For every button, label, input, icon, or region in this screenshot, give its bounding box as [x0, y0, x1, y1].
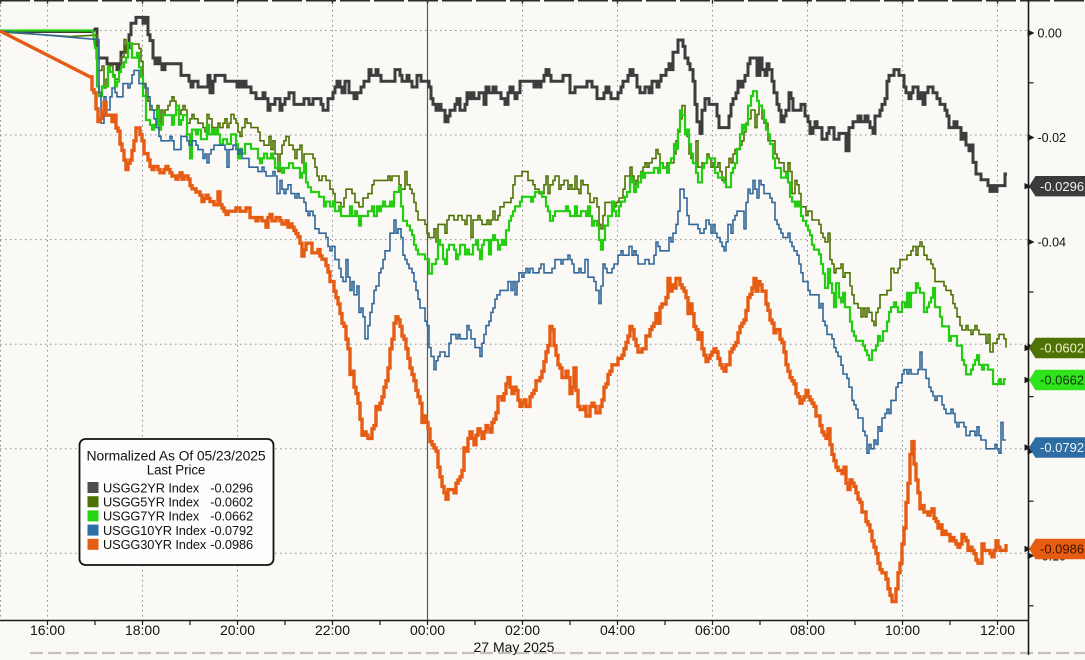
- svg-text:-0.0662: -0.0662: [210, 509, 253, 524]
- svg-text:USGG10YR Index: USGG10YR Index: [103, 523, 207, 538]
- svg-text:Last Price: Last Price: [147, 463, 206, 478]
- svg-text:-0.0986: -0.0986: [1040, 542, 1084, 557]
- svg-text:-0.0986: -0.0986: [210, 537, 253, 552]
- svg-text:-0.0602: -0.0602: [1040, 341, 1084, 356]
- svg-text:-0.0792: -0.0792: [1040, 440, 1084, 455]
- svg-text:10:00: 10:00: [885, 622, 920, 638]
- svg-text:-0.0662: -0.0662: [1040, 373, 1084, 388]
- svg-text:06:00: 06:00: [695, 622, 730, 638]
- svg-text:USGG5YR Index: USGG5YR Index: [103, 495, 200, 510]
- svg-text:16:00: 16:00: [30, 622, 65, 638]
- svg-text:20:00: 20:00: [220, 622, 255, 638]
- svg-text:USGG30YR Index: USGG30YR Index: [103, 537, 207, 552]
- svg-text:-0.0296: -0.0296: [210, 480, 253, 495]
- svg-text:-0.02: -0.02: [1038, 131, 1067, 145]
- svg-text:USGG2YR Index: USGG2YR Index: [103, 480, 200, 495]
- svg-text:-0.0296: -0.0296: [1040, 179, 1084, 194]
- svg-text:Normalized As Of 05/23/2025: Normalized As Of 05/23/2025: [87, 449, 266, 464]
- svg-text:USGG7YR Index: USGG7YR Index: [103, 509, 200, 524]
- svg-text:12:00: 12:00: [980, 622, 1015, 638]
- svg-text:-0.0602: -0.0602: [210, 495, 253, 510]
- svg-text:22:00: 22:00: [315, 622, 350, 638]
- svg-text:02:00: 02:00: [505, 622, 540, 638]
- svg-text:27 May 2025: 27 May 2025: [474, 639, 555, 655]
- svg-text:04:00: 04:00: [600, 622, 635, 638]
- svg-text:-0.0792: -0.0792: [210, 523, 253, 538]
- svg-text:18:00: 18:00: [125, 622, 160, 638]
- svg-text:00:00: 00:00: [410, 622, 445, 638]
- svg-text:0.00: 0.00: [1038, 27, 1062, 41]
- svg-text:-0.04: -0.04: [1038, 236, 1067, 250]
- svg-text:08:00: 08:00: [790, 622, 825, 638]
